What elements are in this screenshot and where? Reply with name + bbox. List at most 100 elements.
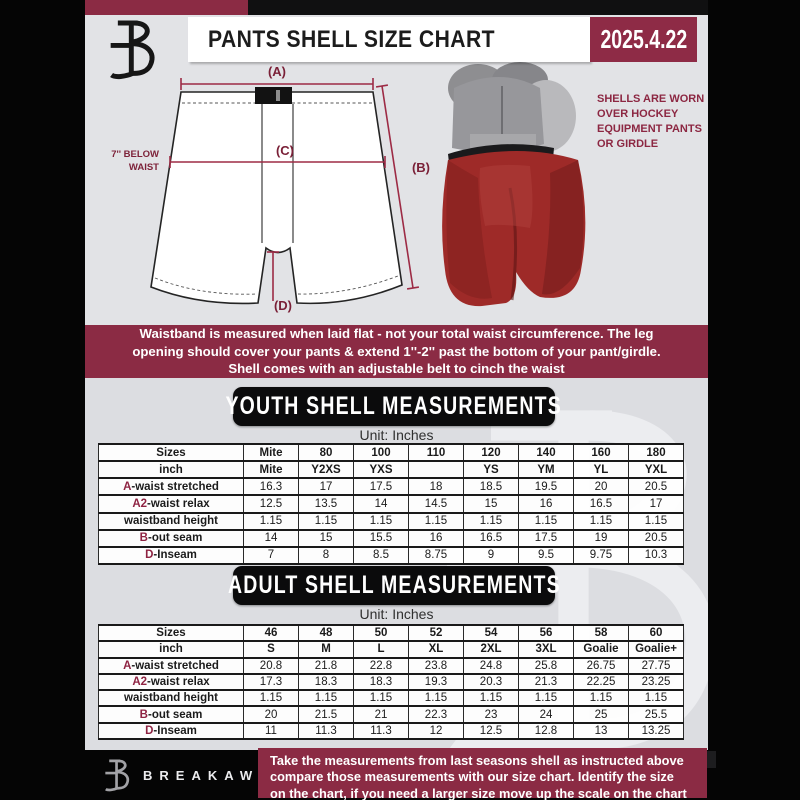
table-cell: 16 [408,528,464,548]
right-hem-stitch [297,275,399,295]
table-row: D-Inseam 7 8 8.5 8.75 9 9.5 9.75 10.3 [98,545,684,566]
belt-buckle-slot [276,90,280,101]
shorts-outline [150,91,403,305]
table-cell: 1.15 [518,689,574,708]
date-text: 2025.4.22 [600,24,687,54]
table-row: waistband height 1.15 1.15 1.15 1.15 1.15 1.15… [98,689,684,708]
table-cell: 23.8 [408,656,464,675]
table-cell: 56 [518,623,574,643]
table-row: D-Inseam 11 11.3 11.3 12 12.5 12.8 13 13.25 [98,721,684,741]
shorts-measurement-diagram: (A) (C) (B) (D) 7'' BELOW WAIST [111,64,430,313]
table-cell: 9 [463,545,519,566]
adult-unit-label: Unit: Inches [359,606,434,622]
table-cell: Goalie+ [628,640,684,659]
table-cell: 1.15 [573,689,629,708]
table-row: B-out seam 20 21.5 21 22.3 23 24 25 25.5 [98,705,684,724]
table-cell: 9.75 [573,545,629,566]
measure-label-c: (C) [276,143,294,158]
table-cell: 16.5 [573,494,629,514]
belt-buckle [255,87,292,104]
table-cell: YL [573,460,629,480]
table-cell: 160 [573,442,629,463]
table-cell: 20.5 [628,477,684,497]
table-cell: 23 [463,705,519,724]
table-cell: 20.8 [243,656,299,675]
table-cell: 110 [408,442,464,463]
table-cell: 13.25 [628,721,684,741]
date-badge: 2025.4.22 [590,17,697,62]
table-cell: 11.3 [298,721,354,741]
table-cell: 17.5 [518,528,574,548]
youth-banner-text: YOUTH SHELL MEASUREMENTS [225,392,563,420]
table-cell: 8 [298,545,354,566]
table-cell: 20 [243,705,299,724]
table-cell: 19.3 [408,672,464,692]
row-label: B-out seam [98,528,244,548]
table-cell: 14 [353,494,409,514]
shell-usage-note: SHELLS ARE WORN OVER HOCKEY EQUIPMENT PA… [597,93,705,150]
table-cell: 24.8 [463,656,519,675]
table-cell: 27.75 [628,656,684,675]
youth-section-banner: YOUTH SHELL MEASUREMENTS [226,387,561,426]
table-cell: 10.3 [628,545,684,566]
table-cell: 46 [243,623,299,643]
table-cell: 1.15 [408,689,464,708]
table-row: B-out seam 14 15 15.5 16 16.5 17.5 19 20.5 [98,528,684,548]
table-cell: 17.5 [353,477,409,497]
title-bar: PANTS SHELL SIZE CHART [188,17,590,62]
table-cell: 180 [628,442,684,463]
table-row: inch S M L XL 2XL 3XL Goalie Goalie+ [98,640,684,659]
table-cell: L [353,640,409,659]
table-cell: 3XL [518,640,574,659]
shell-product-photo [442,62,586,307]
table-cell: 22.25 [573,672,629,692]
table-row: waistband height 1.15 1.15 1.15 1.15 1.15 1.15… [98,511,684,531]
table-cell [408,460,464,480]
measure-label-a: (A) [268,64,286,79]
row-label: A2-waist relax [98,494,244,514]
waist-note-line1: 7'' BELOW [111,149,159,160]
table-cell: 60 [628,623,684,643]
table-cell: 22.3 [408,705,464,724]
table-cell: 1.15 [243,689,299,708]
footer-brand-logo-icon [103,756,133,794]
table-cell: 17 [628,494,684,514]
table-cell: 16.3 [243,477,299,497]
table-cell: 120 [463,442,519,463]
table-cell: 1.15 [298,689,354,708]
table-cell: 18.3 [298,672,354,692]
table-cell: 16.5 [463,528,519,548]
table-cell: 11.3 [353,721,409,741]
table-row: A-waist stretched 16.3 17 17.5 18 18.5 19.5 20 2… [98,477,684,497]
table-cell: 15.5 [353,528,409,548]
table-cell: S [243,640,299,659]
table-cell: 21.5 [298,705,354,724]
top-accent-strip [85,0,248,15]
measurement-notice-banner: Waistband is measured when laid flat - n… [85,325,708,378]
table-cell: 25 [573,705,629,724]
table-cell: 1.15 [408,511,464,531]
table-cell: M [298,640,354,659]
table-cell: 8.75 [408,545,464,566]
adult-size-table: Sizes 46 48 50 52 54 56 58 60 inch S M L XL 2XL 3XL Goal… [98,623,684,741]
row-label: waistband height [98,511,244,531]
waist-note-line2: WAIST [129,162,159,173]
table-cell: 140 [518,442,574,463]
table-row: Sizes Mite 80 100 110 120 140 160 180 [98,442,684,463]
table-cell: 1.15 [463,689,519,708]
table-cell: Y2XS [298,460,354,480]
table-cell: 1.15 [353,689,409,708]
table-cell: 21 [353,705,409,724]
youth-unit-label: Unit: Inches [359,427,434,443]
table-cell: 2XL [463,640,519,659]
table-cell: 21.3 [518,672,574,692]
table-cell: 58 [573,623,629,643]
table-cell: 22.8 [353,656,409,675]
table-cell: 52 [408,623,464,643]
table-cell: 12.5 [243,494,299,514]
table-cell: 15 [298,528,354,548]
table-cell: 11 [243,721,299,741]
table-cell: 20 [573,477,629,497]
table-cell: 14 [243,528,299,548]
